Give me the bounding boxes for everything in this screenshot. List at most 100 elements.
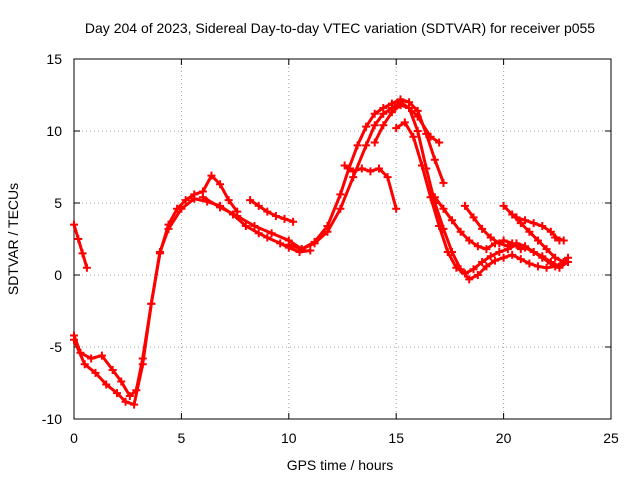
data-point (357, 164, 366, 173)
data-point (216, 180, 225, 189)
data-point (102, 380, 111, 389)
data-point (375, 164, 384, 173)
data-point (250, 222, 259, 231)
data-point (486, 252, 495, 261)
data-point (263, 207, 272, 216)
data-point (366, 167, 375, 176)
data-point (392, 124, 401, 133)
data-point (482, 245, 491, 254)
data-point (108, 366, 117, 375)
data-point (448, 216, 457, 225)
data-point (362, 141, 371, 150)
data-point (70, 335, 78, 344)
data-point (370, 138, 379, 147)
data-point (409, 132, 418, 141)
series-arc-1 (72, 223, 89, 270)
data-point (465, 275, 474, 284)
data-point (555, 263, 564, 272)
data-point (284, 240, 293, 249)
data-point (271, 211, 280, 220)
data-point (456, 227, 465, 236)
data-point (112, 389, 121, 398)
data-point (529, 247, 538, 256)
data-point (516, 255, 525, 264)
data-point (495, 247, 504, 256)
data-point (349, 167, 358, 176)
data-point (512, 213, 521, 222)
data-point (370, 121, 379, 130)
data-point (430, 155, 439, 164)
data-point (233, 211, 242, 220)
data-point (499, 236, 508, 245)
data-point (396, 101, 405, 110)
data-point (482, 262, 491, 271)
series-arc-12 (502, 204, 566, 264)
grid (74, 59, 611, 419)
data-point (525, 259, 534, 268)
y-tick-label: -10 (42, 411, 62, 427)
data-point (177, 204, 186, 213)
data-point (533, 236, 542, 245)
data-point (97, 351, 106, 360)
data-point (478, 224, 487, 233)
data-point (538, 222, 547, 231)
data-point (267, 229, 276, 238)
data-point (465, 236, 474, 245)
data-point (164, 224, 173, 233)
data-point (383, 173, 392, 182)
data-point (130, 400, 139, 409)
data-point (499, 253, 508, 262)
data-point (125, 391, 134, 400)
data-point (392, 204, 401, 213)
data-point (138, 360, 147, 369)
data-point (121, 397, 130, 406)
data-point (181, 196, 190, 205)
chart-title: Day 204 of 2023, Sidereal Day-to-day VTE… (85, 20, 595, 36)
data-point (198, 193, 207, 202)
data-point (460, 201, 469, 210)
data-point (452, 263, 461, 272)
data-point (559, 236, 568, 245)
data-point (503, 242, 512, 251)
data-point (254, 229, 263, 238)
ticks (73, 58, 612, 420)
y-tick-label: 10 (46, 123, 62, 139)
data-point (87, 354, 96, 363)
data-point (379, 121, 388, 130)
data-point (516, 245, 525, 254)
data-point (91, 368, 100, 377)
data-point (430, 193, 439, 202)
data-point (538, 253, 547, 262)
data-point (521, 242, 530, 251)
x-tick-labels: 0 5 10 15 20 25 (70, 430, 619, 446)
data-point (542, 245, 551, 254)
data-point (297, 245, 306, 254)
data-point (486, 233, 495, 242)
data-point (426, 132, 435, 141)
data-point (289, 217, 298, 226)
x-tick-label: 10 (281, 430, 297, 446)
data-point (435, 222, 444, 231)
data-point (491, 256, 500, 265)
data-point (413, 112, 422, 121)
data-point (473, 242, 482, 251)
data-point (190, 194, 199, 203)
data-point (533, 262, 542, 271)
data-point (80, 360, 89, 369)
data-point (508, 210, 517, 219)
data-point (551, 253, 560, 262)
y-tick-labels: -10 -5 0 5 10 15 (42, 51, 62, 427)
data-point (353, 141, 362, 150)
data-point (413, 127, 422, 135)
data-point (559, 258, 568, 267)
plot-frame (73, 58, 612, 420)
series-arc-3 (72, 197, 312, 407)
data-point (405, 103, 414, 112)
data-point (529, 219, 538, 228)
data-point (207, 171, 216, 180)
data-point (525, 227, 534, 236)
data-point (147, 299, 156, 308)
data-point (512, 239, 521, 248)
data-point (82, 263, 91, 272)
